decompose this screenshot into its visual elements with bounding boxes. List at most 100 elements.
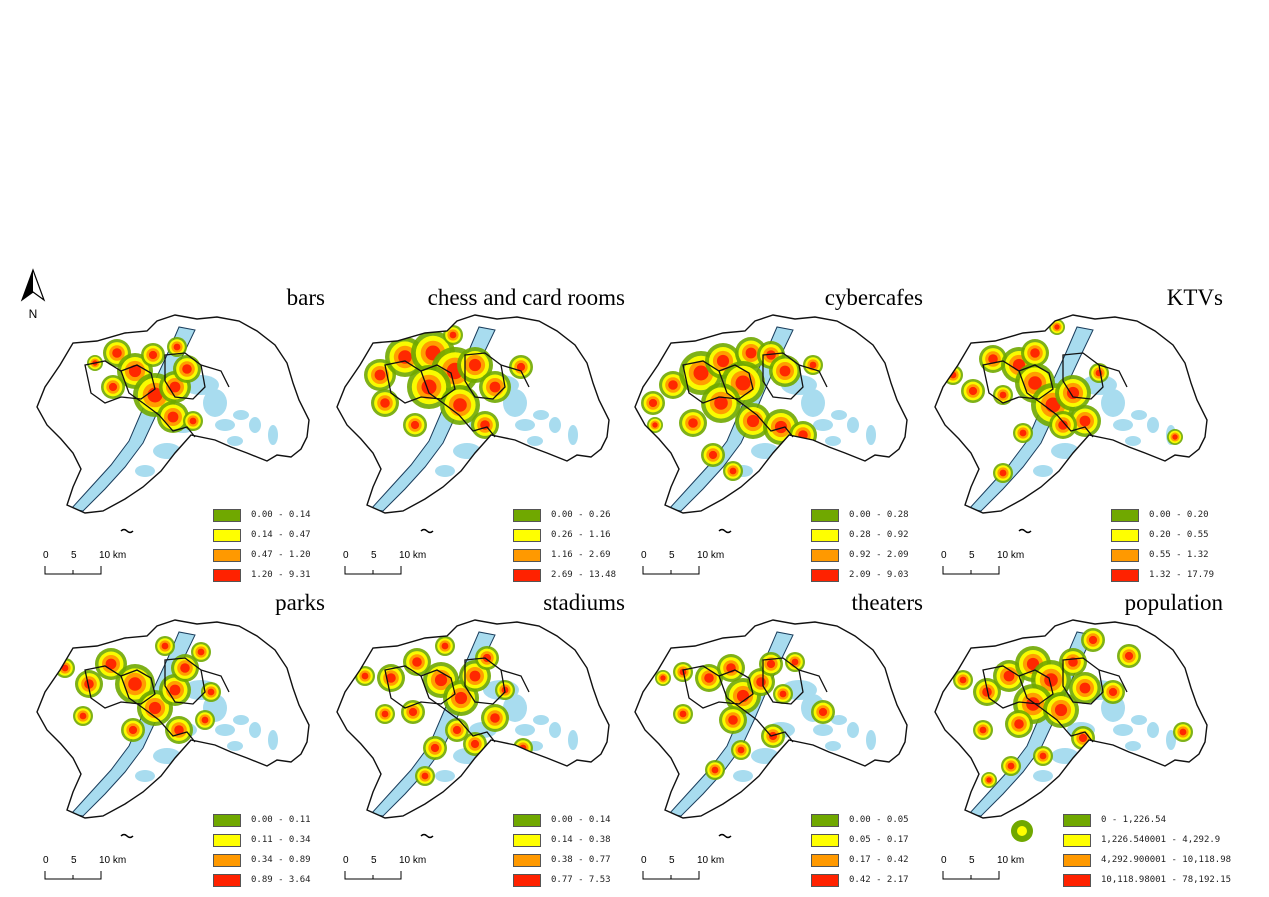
legend-item: 4,292.900001 - 10,118.98 bbox=[1063, 850, 1231, 870]
lake-shape bbox=[268, 730, 278, 750]
density-hotspot bbox=[1054, 703, 1068, 717]
legend-swatch bbox=[513, 548, 541, 562]
map-panel: parks 0.00 - 0.11 0.11 - 0.34 0.34 - 0.89 0.… bbox=[25, 580, 325, 887]
lake-shape bbox=[215, 419, 235, 431]
scale-bar-label: 5 bbox=[371, 550, 377, 561]
legend-label: 0.00 - 0.14 bbox=[551, 815, 611, 825]
scale-bar-label: 5 bbox=[969, 550, 975, 561]
legend-item: 1,226.540001 - 4,292.9 bbox=[1063, 830, 1231, 850]
legend-label: 0.92 - 2.09 bbox=[849, 550, 909, 560]
scale-bar-label: 5 bbox=[71, 855, 77, 866]
legend-item: 0.14 - 0.38 bbox=[513, 830, 611, 850]
legend-item: 0.92 - 2.09 bbox=[811, 545, 909, 565]
panel-title: bars bbox=[286, 285, 325, 310]
lake-shape bbox=[801, 389, 825, 417]
legend-label: 0.00 - 0.11 bbox=[251, 815, 311, 825]
density-map bbox=[36, 619, 310, 839]
panel-title: population bbox=[1124, 590, 1223, 615]
legend-swatch bbox=[1111, 508, 1139, 522]
density-hotspot bbox=[148, 701, 162, 715]
density-hotspot bbox=[161, 642, 169, 650]
legend-item: 0.77 - 7.53 bbox=[513, 870, 611, 890]
district-boundary bbox=[1098, 669, 1128, 693]
district-boundary bbox=[84, 360, 156, 404]
legend: 0.00 - 0.20 0.20 - 0.55 0.55 - 1.32 1.32 - … bbox=[1111, 505, 1214, 585]
density-hotspot bbox=[167, 411, 179, 423]
scale-bar-label: 0 bbox=[43, 855, 49, 866]
legend-item: 0.00 - 0.28 bbox=[811, 505, 909, 525]
density-map bbox=[336, 314, 610, 534]
lake-shape bbox=[549, 722, 561, 738]
district-boundary bbox=[982, 360, 1054, 404]
scale-bar-label: 0 bbox=[641, 550, 647, 561]
map-panel: theaters 0.00 - 0.05 0.05 - 0.17 0.17 - 0.4… bbox=[623, 580, 923, 887]
scale-bar-label: 0 bbox=[343, 550, 349, 561]
district-boundary bbox=[1018, 370, 1042, 404]
density-hotspot bbox=[61, 664, 69, 672]
density-map bbox=[934, 619, 1208, 839]
panel-title: KTVs bbox=[1166, 285, 1223, 310]
district-boundary bbox=[464, 352, 506, 400]
scale-bar-line bbox=[44, 566, 102, 575]
legend-label: 0.26 - 1.16 bbox=[551, 530, 611, 540]
lake-shape bbox=[233, 715, 249, 725]
legend-swatch bbox=[513, 528, 541, 542]
legend-swatch bbox=[213, 528, 241, 542]
city-boundary bbox=[36, 619, 310, 819]
lake-shape bbox=[1033, 465, 1053, 477]
district-boundary bbox=[120, 370, 144, 404]
density-hotspot bbox=[189, 417, 197, 425]
lake-shape bbox=[831, 410, 847, 420]
district-boundary bbox=[420, 370, 444, 404]
legend-item: 1.20 - 9.31 bbox=[213, 565, 311, 585]
density-hotspot bbox=[988, 354, 998, 364]
map-panel: population 0 - 1,226.54 1,226.540001 - 4,2… bbox=[923, 580, 1231, 887]
panel-title: parks bbox=[275, 590, 325, 615]
density-hotspot bbox=[489, 381, 501, 393]
density-map bbox=[634, 314, 908, 534]
density-hotspot bbox=[1079, 682, 1091, 694]
density-hotspot bbox=[716, 354, 730, 368]
density-hotspot bbox=[128, 364, 142, 378]
district-boundary bbox=[682, 665, 754, 709]
district-boundary bbox=[84, 665, 156, 709]
density-hotspot bbox=[766, 659, 776, 669]
scale-bar-line bbox=[942, 566, 1000, 575]
legend-item: 0.42 - 2.17 bbox=[811, 870, 909, 890]
district-boundary bbox=[384, 360, 456, 404]
legend: 0.00 - 0.14 0.14 - 0.47 0.47 - 1.20 1.20 - … bbox=[213, 505, 311, 585]
scale-bar-label: 10 km bbox=[997, 550, 1025, 561]
scale-bar-line bbox=[942, 871, 1000, 880]
scale-bar-label: 10 km bbox=[99, 855, 127, 866]
legend-label: 0.14 - 0.38 bbox=[551, 835, 611, 845]
scale-bar-label: 5 bbox=[71, 550, 77, 561]
legend-label: 4,292.900001 - 10,118.98 bbox=[1101, 855, 1232, 865]
density-hotspot bbox=[128, 725, 138, 735]
legend: 0.00 - 0.05 0.05 - 0.17 0.17 - 0.42 0.42 - … bbox=[811, 810, 909, 890]
lake-shape bbox=[503, 694, 527, 722]
density-hotspot bbox=[441, 642, 449, 650]
density-hotspot bbox=[1079, 415, 1091, 427]
district-boundary bbox=[164, 352, 206, 400]
density-hotspot bbox=[1030, 348, 1040, 358]
district-boundary bbox=[798, 669, 828, 693]
density-hotspot bbox=[818, 707, 828, 717]
legend-label: 0.05 - 0.17 bbox=[849, 835, 909, 845]
legend-swatch bbox=[213, 508, 241, 522]
legend-swatch bbox=[811, 568, 839, 582]
district-boundary bbox=[120, 675, 144, 709]
legend-label: 0.42 - 2.17 bbox=[849, 875, 909, 885]
scale-bar: 0 5 10 km bbox=[933, 550, 1043, 580]
district-boundary bbox=[1040, 707, 1094, 743]
density-hotspot bbox=[381, 710, 389, 718]
lake-shape bbox=[1125, 436, 1141, 446]
density-hotspot bbox=[169, 684, 181, 696]
density-hotspot bbox=[430, 743, 440, 753]
legend-label: 0 - 1,226.54 bbox=[1101, 815, 1167, 825]
density-hotspot bbox=[737, 746, 745, 754]
district-boundary bbox=[142, 707, 196, 743]
legend-swatch bbox=[513, 873, 541, 887]
lake-shape bbox=[733, 770, 753, 782]
legend-swatch bbox=[513, 813, 541, 827]
density-hotspot bbox=[408, 707, 418, 717]
